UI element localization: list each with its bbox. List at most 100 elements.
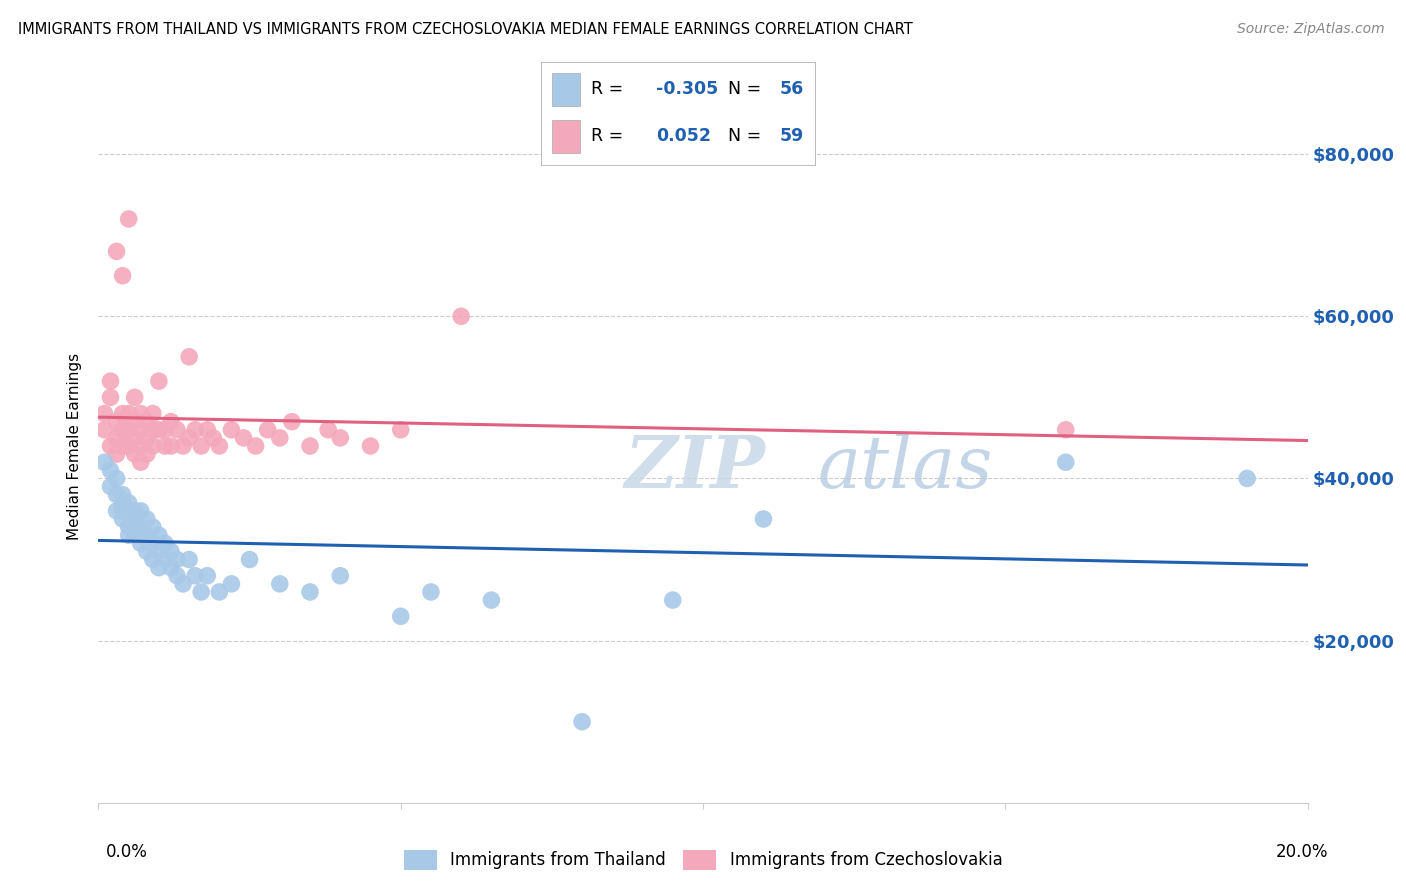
Point [118,528,141,542]
Point [202,431,225,445]
Point [111,496,134,510]
Point [160,560,183,574]
Text: 0.052: 0.052 [657,128,711,145]
Point [124,431,146,445]
Point [184,568,207,582]
Point [124,504,146,518]
Point [100,479,122,493]
Text: IMMIGRANTS FROM THAILAND VS IMMIGRANTS FROM CZECHOSLOVAKIA MEDIAN FEMALE EARNING: IMMIGRANTS FROM THAILAND VS IMMIGRANTS F… [18,22,912,37]
Point [135,431,157,445]
Point [93,407,115,421]
Point [93,423,115,437]
Point [111,488,134,502]
Point [111,423,134,437]
Point [129,528,152,542]
Point [172,439,194,453]
Point [111,407,134,421]
Point [124,520,146,534]
Point [166,568,188,582]
Point [142,536,165,550]
Point [1054,423,1077,437]
Point [111,439,134,453]
Point [105,471,128,485]
Point [129,455,152,469]
Text: R =: R = [591,128,634,145]
Point [148,528,170,542]
Point [148,423,170,437]
Point [299,439,322,453]
Text: 0.0%: 0.0% [105,843,148,861]
Text: 59: 59 [780,128,804,145]
Text: 56: 56 [780,80,804,98]
Point [389,609,412,624]
Point [129,439,152,453]
Point [124,528,146,542]
Point [752,512,775,526]
Point [135,528,157,542]
Point [221,577,243,591]
Bar [553,73,579,105]
Point [153,552,176,566]
Point [256,423,278,437]
Point [239,552,262,566]
Point [190,439,212,453]
Point [124,447,146,461]
Point [129,536,152,550]
Point [118,439,141,453]
Point [142,423,165,437]
Point [100,390,122,404]
Point [160,415,183,429]
Point [269,431,291,445]
Point [118,520,141,534]
Point [100,374,122,388]
Point [221,423,243,437]
Point [153,439,176,453]
Point [111,268,134,283]
Point [129,504,152,518]
Point [1054,455,1077,469]
Point [190,585,212,599]
Point [420,585,443,599]
Point [105,447,128,461]
Point [118,407,141,421]
Point [281,415,304,429]
Point [481,593,503,607]
Point [208,585,231,599]
Point [118,211,141,226]
Point [124,415,146,429]
Point [661,593,683,607]
Point [129,423,152,437]
Point [148,560,170,574]
Point [389,423,412,437]
Point [118,496,141,510]
Point [179,552,201,566]
Point [118,423,141,437]
Point [105,488,128,502]
Point [105,415,128,429]
Point [172,577,194,591]
Point [100,463,122,477]
Bar [553,120,579,153]
Point [105,504,128,518]
Point [105,244,128,259]
Point [129,520,152,534]
Point [166,552,188,566]
Point [153,423,176,437]
Point [124,512,146,526]
Point [111,504,134,518]
Point [160,439,183,453]
Text: 20.0%: 20.0% [1277,843,1329,861]
Point [166,423,188,437]
Point [245,439,267,453]
Point [179,350,201,364]
Point [450,310,472,324]
Point [329,568,352,582]
Point [148,374,170,388]
Text: ZIP: ZIP [624,432,765,503]
Text: Source: ZipAtlas.com: Source: ZipAtlas.com [1237,22,1385,37]
Point [179,431,201,445]
Point [208,439,231,453]
Point [124,390,146,404]
Point [184,423,207,437]
Point [195,568,218,582]
